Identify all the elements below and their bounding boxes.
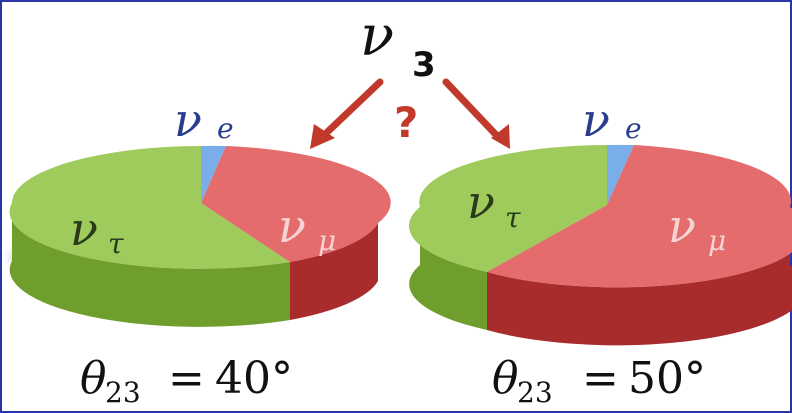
left-nu-tau-subscript: τ (108, 227, 124, 260)
nu-3-subscript: 3 (412, 45, 436, 85)
right-nu-e-subscript: e (625, 112, 642, 145)
left-caption-value: 40° (215, 353, 293, 404)
left-nu-mu-symbol: ν (278, 199, 306, 253)
left-caption-theta: θ (80, 353, 107, 404)
left-caption-subscript: 23 (105, 376, 141, 409)
left-nu-e-symbol: ν (174, 93, 202, 147)
right-nu-mu-subscript: μ (708, 224, 726, 257)
left-pie-side-red (290, 223, 378, 320)
right-caption: θ 23 = 50° (492, 353, 706, 409)
right-pie-side-green (409, 207, 487, 330)
right-pie (409, 144, 792, 346)
left-caption: θ 23 = 40° (80, 353, 293, 409)
right-arrow (442, 78, 510, 149)
right-caption-value: 50° (628, 353, 706, 404)
left-pie-top-red (201, 146, 391, 262)
right-caption-theta: θ (492, 353, 519, 404)
question-mark: ? (394, 98, 418, 147)
right-nu-tau-subscript: τ (505, 201, 521, 234)
left-pie-top-blue (201, 145, 226, 203)
left-pie-side-green (9, 203, 290, 327)
right-nu-e-symbol: ν (582, 93, 610, 147)
right-pie-top-blue (607, 144, 634, 205)
nu-3-symbol: ν (360, 4, 394, 69)
right-pie-side-red (487, 207, 792, 346)
left-nu-tau-symbol: ν (70, 202, 98, 256)
left-nu-mu-subscript: μ (318, 224, 336, 257)
right-pie-top-red (487, 145, 792, 288)
left-pie-top-green (9, 146, 291, 269)
right-nu-tau-symbol: ν (467, 175, 495, 229)
left-caption-equals: = (168, 353, 205, 404)
left-nu-e-subscript: e (217, 112, 234, 145)
right-pie-top-green (409, 145, 607, 272)
left-pie (9, 145, 391, 327)
right-caption-equals: = (582, 353, 619, 404)
left-arrow (310, 78, 384, 149)
right-caption-subscript: 23 (517, 376, 553, 409)
right-nu-mu-symbol: ν (668, 199, 696, 253)
